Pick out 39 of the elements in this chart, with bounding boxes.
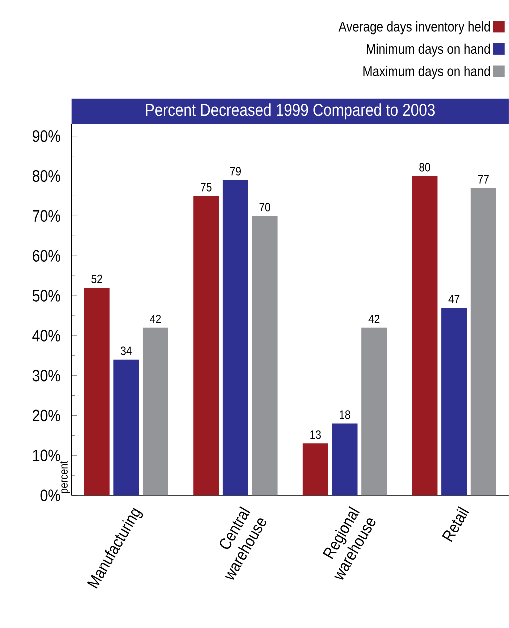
bar bbox=[194, 196, 220, 496]
y-tick-label: 30% bbox=[32, 370, 60, 382]
y-tick-label: 90% bbox=[32, 130, 60, 142]
bar bbox=[114, 360, 140, 496]
y-tick-label: 0% bbox=[40, 490, 60, 502]
bar bbox=[412, 176, 438, 496]
y-tick-label: 70% bbox=[32, 210, 60, 222]
data-label: 79 bbox=[230, 167, 241, 176]
data-label: 75 bbox=[201, 183, 212, 192]
y-tick-label: 10% bbox=[33, 450, 60, 462]
bar bbox=[252, 216, 278, 496]
y-tick-label: 40% bbox=[32, 330, 60, 342]
data-label: 80 bbox=[420, 163, 430, 172]
bar bbox=[222, 180, 248, 496]
y-tick-label: 60% bbox=[32, 250, 60, 262]
bar bbox=[470, 188, 496, 496]
legend-label: Maximum days on hand bbox=[364, 66, 490, 80]
y-tick-label: 80% bbox=[32, 170, 60, 182]
y-tick-label: 20% bbox=[32, 410, 60, 422]
data-label: 77 bbox=[478, 175, 489, 184]
chart-title: Percent Decreased 1999 Compared to 2003 bbox=[146, 104, 435, 120]
data-label: 34 bbox=[120, 346, 132, 356]
data-label: 18 bbox=[340, 410, 350, 420]
data-label: 13 bbox=[310, 430, 321, 440]
bar bbox=[302, 444, 328, 496]
y-tick-label: 50% bbox=[32, 290, 60, 302]
legend-label: Minimum days on hand bbox=[366, 44, 490, 57]
bar bbox=[84, 288, 110, 496]
bar bbox=[142, 328, 168, 496]
legend-label: Average days inventory held bbox=[338, 22, 490, 35]
data-label: 42 bbox=[150, 314, 161, 324]
y-axis-title: percent bbox=[60, 461, 70, 494]
bar bbox=[441, 308, 467, 496]
bar bbox=[332, 424, 358, 496]
data-label: 47 bbox=[448, 295, 460, 304]
data-label: 42 bbox=[368, 314, 380, 324]
data-label: 70 bbox=[260, 203, 270, 212]
bar bbox=[361, 328, 387, 496]
data-label: 52 bbox=[92, 274, 102, 284]
